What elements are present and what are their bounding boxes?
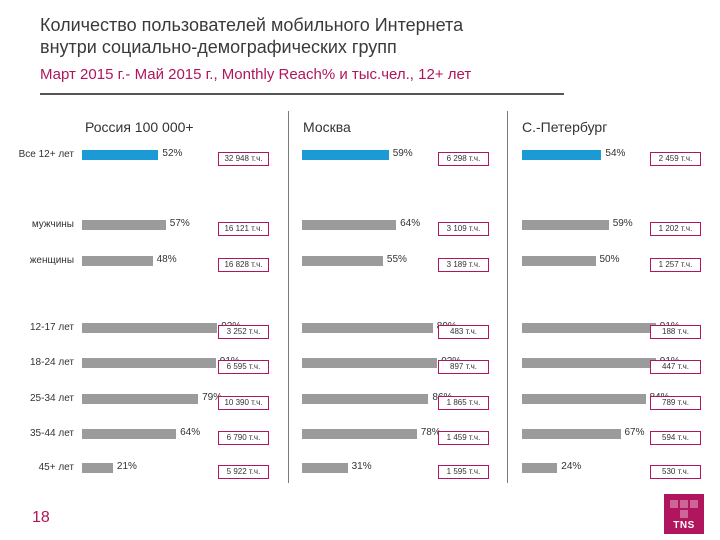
logo-text: TNS	[673, 520, 695, 531]
category-label: мужчины	[31, 219, 74, 230]
percent-label: 78%	[420, 427, 441, 438]
users-count-box: 594 т.ч.	[650, 431, 701, 445]
bar	[302, 323, 433, 333]
users-count-box: 789 т.ч.	[650, 396, 701, 410]
percent-label: 24%	[561, 461, 582, 472]
bar	[302, 358, 438, 368]
percent-label: 64%	[180, 427, 201, 438]
bar	[302, 220, 397, 230]
bar	[522, 220, 609, 230]
title-divider	[40, 93, 564, 95]
percent-label: 21%	[116, 461, 137, 472]
users-count-box: 5 922 т.ч.	[218, 465, 269, 479]
bar	[82, 150, 159, 160]
percent-label: 52%	[162, 148, 183, 159]
percent-label: 64%	[400, 218, 421, 229]
users-count-box: 6 298 т.ч.	[438, 152, 489, 166]
users-count-box: 530 т.ч.	[650, 465, 701, 479]
bar	[302, 394, 429, 404]
bar	[522, 429, 621, 439]
percent-label: 48%	[156, 254, 177, 265]
bar	[82, 463, 113, 473]
category-label: 25-34 лет	[30, 393, 74, 404]
category-label: 35-44 лет	[30, 428, 74, 439]
category-label: 18-24 лет	[30, 357, 74, 368]
users-count-box: 32 948 т.ч.	[218, 152, 269, 166]
percent-label: 31%	[351, 461, 372, 472]
users-count-box: 1 865 т.ч.	[438, 396, 489, 410]
users-count-box: 3 189 т.ч.	[438, 258, 489, 272]
series-header: Россия 100 000+	[85, 119, 194, 135]
tns-logo: TNS	[664, 494, 704, 534]
users-count-box: 6 595 т.ч.	[218, 360, 269, 374]
users-count-box: 1 257 т.ч.	[650, 258, 701, 272]
users-count-box: 3 252 т.ч.	[218, 325, 269, 339]
users-count-box: 897 т.ч.	[438, 360, 489, 374]
page-number: 18	[32, 509, 50, 526]
users-count-box: 1 595 т.ч.	[438, 465, 489, 479]
percent-label: 79%	[202, 392, 223, 403]
series-header: Москва	[303, 119, 351, 135]
bar	[82, 323, 218, 333]
panel-divider	[288, 111, 289, 483]
title-line-1: Количество пользователей мобильного Инте…	[40, 15, 464, 35]
percent-label: 55%	[386, 254, 407, 265]
bar	[82, 256, 153, 266]
percent-label: 67%	[624, 427, 645, 438]
percent-label: 57%	[169, 218, 190, 229]
users-count-box: 2 459 т.ч.	[650, 152, 701, 166]
panel-divider	[507, 111, 508, 483]
category-label: Все 12+ лет	[18, 149, 74, 160]
bar	[82, 358, 216, 368]
bar	[522, 150, 602, 160]
users-count-box: 16 828 т.ч.	[218, 258, 269, 272]
title-line-2: внутри социально-демографических групп	[40, 37, 397, 57]
users-count-box: 1 459 т.ч.	[438, 431, 489, 445]
percent-label: 54%	[605, 148, 626, 159]
category-label: 12-17 лет	[30, 322, 74, 333]
category-label: 45+ лет	[38, 462, 74, 473]
bar	[302, 256, 383, 266]
users-count-box: 10 390 т.ч.	[218, 396, 269, 410]
bar	[82, 394, 199, 404]
slide-title: Количество пользователей мобильного Инте…	[40, 14, 463, 58]
percent-label: 59%	[612, 218, 633, 229]
users-count-box: 188 т.ч.	[650, 325, 701, 339]
percent-label: 59%	[392, 148, 413, 159]
percent-label: 50%	[599, 254, 620, 265]
users-count-box: 447 т.ч.	[650, 360, 701, 374]
bar	[522, 358, 656, 368]
bar	[302, 150, 389, 160]
bar	[82, 220, 166, 230]
bar	[522, 256, 596, 266]
users-count-box: 483 т.ч.	[438, 325, 489, 339]
users-count-box: 1 202 т.ч.	[650, 222, 701, 236]
bar	[302, 429, 417, 439]
bar	[82, 429, 177, 439]
users-count-box: 6 790 т.ч.	[218, 431, 269, 445]
users-count-box: 3 109 т.ч.	[438, 222, 489, 236]
users-count-box: 16 121 т.ч.	[218, 222, 269, 236]
bar	[522, 463, 558, 473]
bar	[302, 463, 348, 473]
series-header: С.-Петербург	[522, 119, 608, 135]
bar	[522, 323, 656, 333]
category-label: женщины	[29, 255, 74, 266]
bar	[522, 394, 646, 404]
slide-subtitle: Март 2015 г.- Май 2015 г., Monthly Reach…	[40, 66, 472, 83]
